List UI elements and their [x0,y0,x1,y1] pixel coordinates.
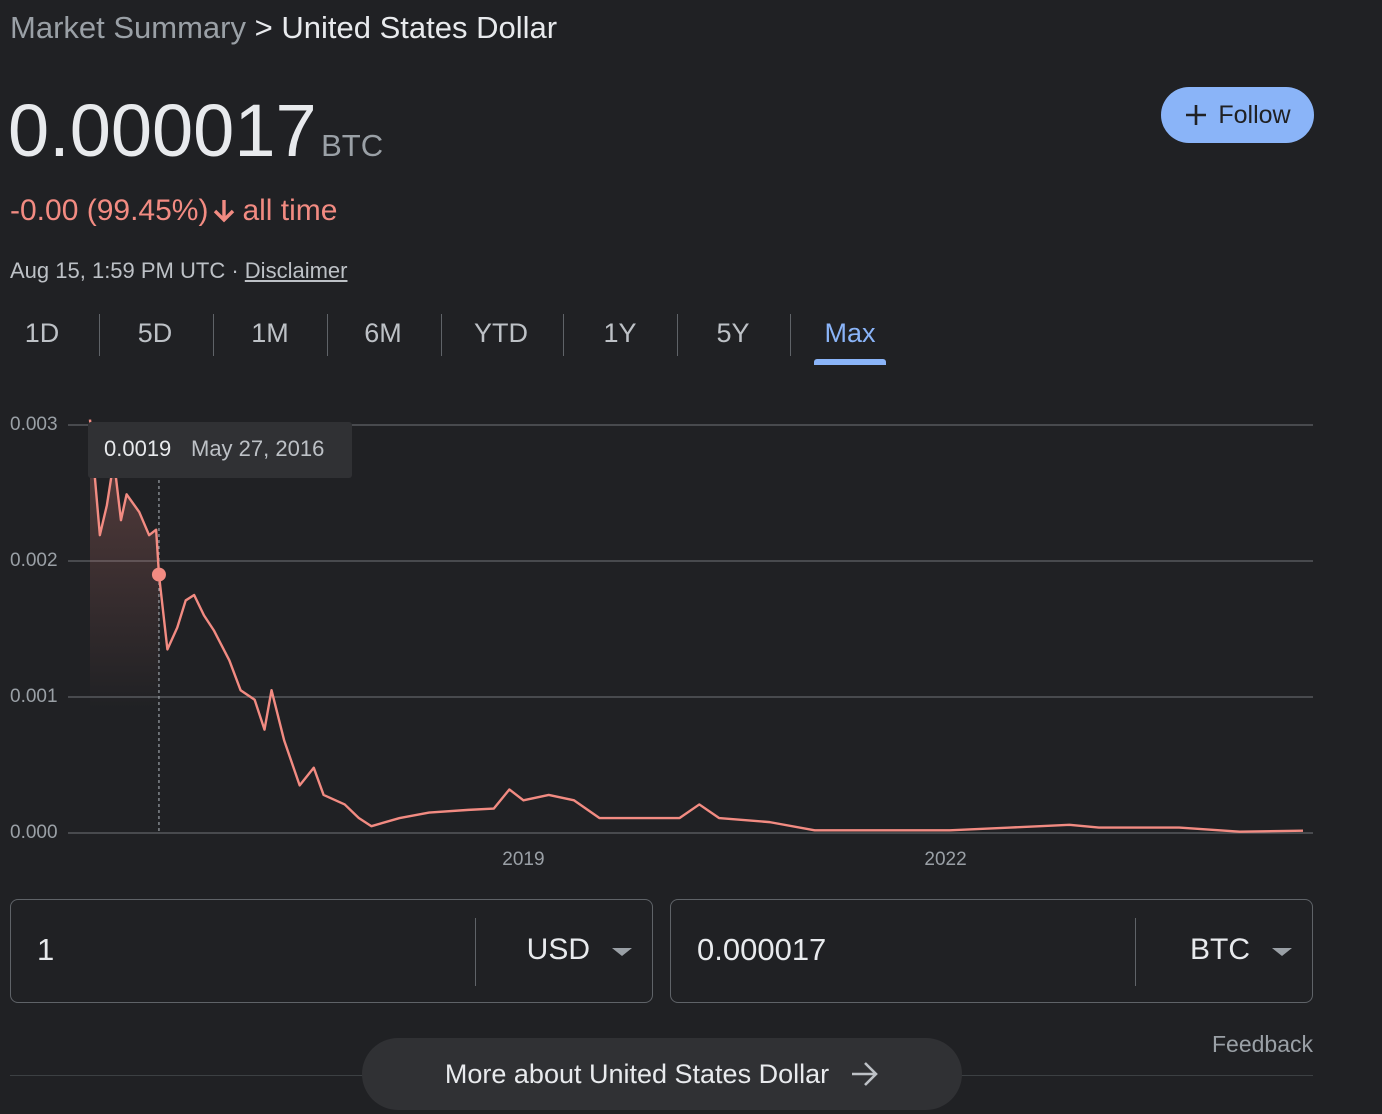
price-line [88,419,1304,833]
range-tab[interactable]: 6M [364,318,402,348]
tab-separator [790,314,791,356]
timestamp: Aug 15, 1:59 PM UTC [10,258,226,283]
to-amount[interactable]: 0.000017 [697,932,827,967]
y-tick-label: 0.003 [10,414,58,435]
from-currency[interactable]: USD [526,933,590,966]
timestamp-separator: · [231,258,239,283]
follow-button[interactable]: Follow [1161,87,1314,143]
x-tick-label: 2022 [924,849,966,870]
range-tab[interactable]: Max [824,318,876,348]
hover-area [90,419,159,833]
from-amount[interactable]: 1 [37,932,55,967]
tab-separator [99,314,100,356]
to-currency[interactable]: BTC [1190,933,1250,966]
tooltip-box [88,422,352,478]
dropdown-caret [1272,948,1292,956]
y-tick-label: 0.000 [10,822,58,843]
range-tab[interactable]: 1Y [603,318,637,348]
y-tick-label: 0.001 [10,686,58,707]
hover-point [151,567,166,582]
active-tab-indicator [814,359,886,365]
y-tick-label: 0.002 [10,550,58,571]
tab-separator [563,314,564,356]
divider [1135,918,1136,986]
tooltip-value: 0.0019 [104,436,171,461]
breadcrumb-separator: > [254,10,273,45]
plus-icon [1186,105,1207,125]
x-tick-label: 2019 [502,849,544,870]
change-period: all time [242,194,338,227]
follow-label: Follow [1218,100,1291,129]
from-box[interactable]: 1 USD [10,899,653,1003]
tooltip-date: May 27, 2016 [191,436,324,461]
tab-separator [441,314,442,356]
range-tab[interactable]: YTD [474,318,528,348]
range-tab[interactable]: 5Y [716,318,750,348]
timestamp-row: Aug 15, 1:59 PM UTC · Disclaimer [10,258,347,284]
arrow-icon [852,1062,878,1086]
tab-separator [677,314,678,356]
feedback-link[interactable]: Feedback [1211,1031,1313,1057]
disclaimer-link[interactable]: Disclaimer [244,258,348,283]
range-tab[interactable]: 5D [137,318,173,348]
range-tab[interactable]: 1D [24,318,60,348]
breadcrumb-current: United States Dollar [281,10,558,45]
more-label: More about United States Dollar [444,1058,830,1089]
more-button[interactable]: More about United States Dollar [362,1038,962,1110]
change-row: -0.00 (99.45%) all time [10,194,337,228]
breadcrumb-link[interactable]: Market Summary [10,10,246,45]
tab-separator [213,314,214,356]
tab-separator [327,314,328,356]
price-unit: BTC [321,128,384,163]
breadcrumb: Market Summary > United States Dollar [10,10,557,46]
divider [475,918,476,986]
to-box[interactable]: 0.000017 BTC [670,899,1313,1003]
price: 0.000017 [8,89,317,172]
change: -0.00 (99.45%) [10,194,209,227]
range-tab[interactable]: 1M [251,318,289,348]
price-row: 0.000017 BTC [8,88,383,173]
dropdown-caret [612,948,632,956]
down-arrow [214,200,235,223]
